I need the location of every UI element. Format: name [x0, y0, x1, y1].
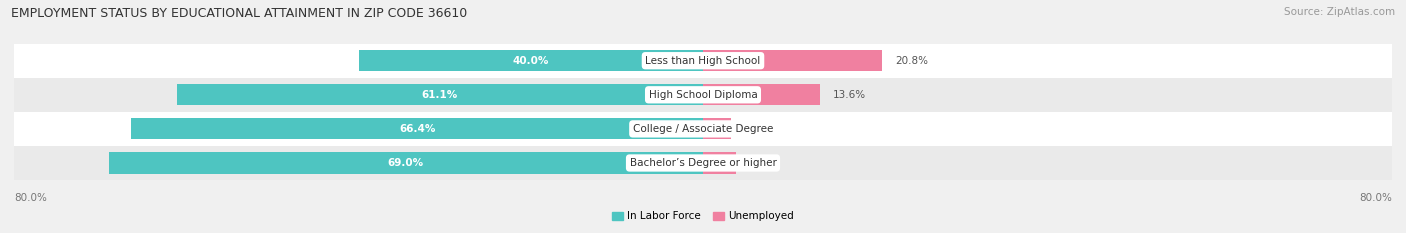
Text: 66.4%: 66.4% — [399, 124, 436, 134]
Bar — [703, 50, 882, 71]
Bar — [177, 84, 703, 105]
Text: 3.8%: 3.8% — [748, 158, 775, 168]
Text: 3.3%: 3.3% — [744, 124, 770, 134]
Bar — [703, 84, 820, 105]
Text: College / Associate Degree: College / Associate Degree — [633, 124, 773, 134]
Text: Less than High School: Less than High School — [645, 56, 761, 66]
Text: Source: ZipAtlas.com: Source: ZipAtlas.com — [1284, 7, 1395, 17]
Text: Bachelor’s Degree or higher: Bachelor’s Degree or higher — [630, 158, 776, 168]
Bar — [14, 44, 1392, 78]
Text: 61.1%: 61.1% — [422, 90, 458, 100]
Bar — [703, 118, 731, 140]
Bar — [108, 152, 703, 174]
Text: High School Diploma: High School Diploma — [648, 90, 758, 100]
Text: 13.6%: 13.6% — [832, 90, 866, 100]
Bar — [14, 146, 1392, 180]
Text: 80.0%: 80.0% — [1360, 193, 1392, 203]
Bar — [703, 152, 735, 174]
Text: EMPLOYMENT STATUS BY EDUCATIONAL ATTAINMENT IN ZIP CODE 36610: EMPLOYMENT STATUS BY EDUCATIONAL ATTAINM… — [11, 7, 468, 20]
Text: 40.0%: 40.0% — [513, 56, 548, 66]
Text: 69.0%: 69.0% — [388, 158, 425, 168]
Bar — [14, 78, 1392, 112]
Bar — [359, 50, 703, 71]
Bar — [14, 112, 1392, 146]
Text: 80.0%: 80.0% — [14, 193, 46, 203]
Text: 20.8%: 20.8% — [896, 56, 928, 66]
Bar — [131, 118, 703, 140]
Legend: In Labor Force, Unemployed: In Labor Force, Unemployed — [613, 211, 793, 221]
